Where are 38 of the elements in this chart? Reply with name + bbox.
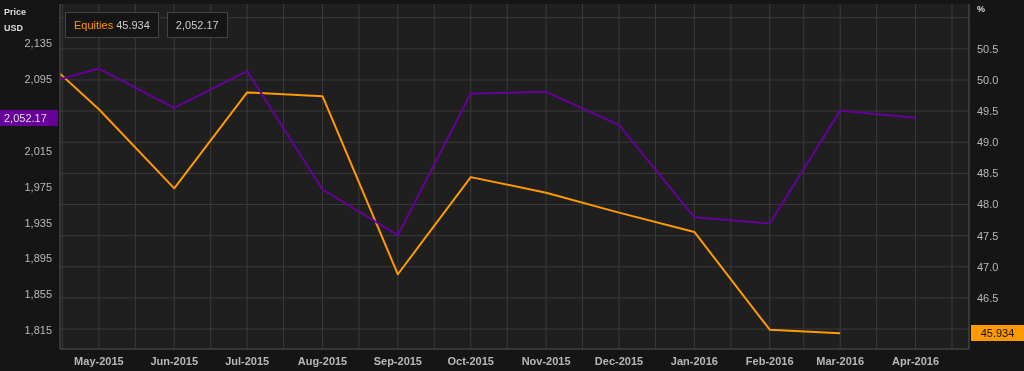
x-tick-label: Jan-2016 xyxy=(670,354,718,367)
x-tick-label: Apr-2016 xyxy=(891,354,940,367)
y-tick-label: 2,015 xyxy=(24,144,52,157)
x-tick-label: Mar-2016 xyxy=(816,354,865,367)
x-tick-label: Feb-2016 xyxy=(745,354,794,367)
y2-axis-title: % xyxy=(977,4,986,14)
x-tick-label: Oct-2015 xyxy=(447,354,494,367)
y-axis-title: Price USD xyxy=(4,6,28,35)
y-tick-label: 1,895 xyxy=(24,252,52,265)
y2-tick-label: 49.0 xyxy=(977,136,999,149)
x-tick-label: Jun-2015 xyxy=(150,354,199,367)
y2-tick-label: 48.0 xyxy=(977,198,999,211)
y2-tick-label: 47.0 xyxy=(977,260,999,273)
y-tick-label: 1,975 xyxy=(24,180,52,193)
y-tick-label: 1,935 xyxy=(24,216,52,229)
y2-tick-label: 46.5 xyxy=(977,291,999,304)
line-series xyxy=(60,67,917,237)
x-tick-label: May-2015 xyxy=(74,354,124,367)
text: Equities xyxy=(74,19,115,31)
text: 2,052.17 xyxy=(4,111,47,124)
y2-tick-label: 50.0 xyxy=(977,73,999,86)
annotation: 45.934 xyxy=(116,19,150,31)
y-tick-label: 1,855 xyxy=(24,288,52,301)
y-tick-label: 2,135 xyxy=(24,37,52,50)
y-tick-label: 2,095 xyxy=(24,73,52,86)
x-tick-label: Nov-2015 xyxy=(521,354,571,367)
text: 45.934 xyxy=(980,327,1015,340)
annotation: 2,052.17 xyxy=(175,19,219,31)
y-tick-label: 1,815 xyxy=(24,324,52,337)
x-tick-label: Aug-2015 xyxy=(297,354,348,367)
y2-tick-label: 49.5 xyxy=(977,105,999,118)
line-series xyxy=(60,72,842,335)
x-tick-label: Jul-2015 xyxy=(225,354,270,367)
x-tick-label: Sep-2015 xyxy=(373,354,422,367)
x-tick-label: Dec-2015 xyxy=(594,354,644,367)
y2-tick-label: 50.5 xyxy=(977,42,999,55)
y2-tick-label: 47.5 xyxy=(977,229,999,242)
y2-tick-label: 48.5 xyxy=(977,167,999,180)
